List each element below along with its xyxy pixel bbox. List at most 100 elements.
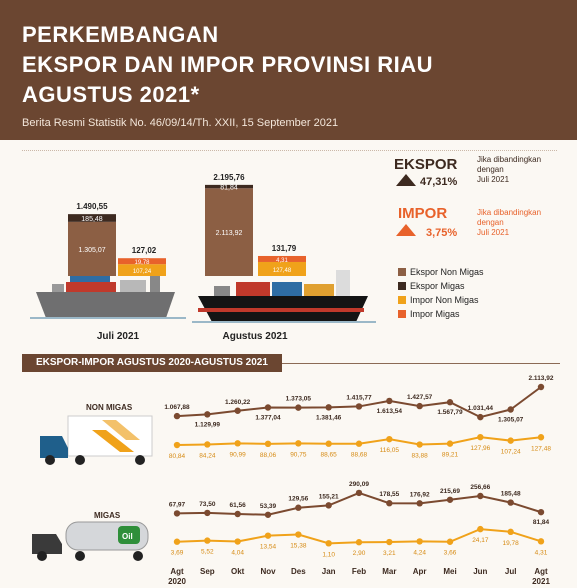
data-point-non-migas-impor [325,440,332,447]
legend-label: Ekspor Non Migas [410,267,484,277]
ekspor-note-2: dengan [477,165,504,174]
bar-chart: 1.305,07 185,48 1.490,55 107,24 19,78 127,02 J… [68,173,306,342]
data-label-migas-impor: 4,31 [535,549,548,556]
up-arrow-icon [396,174,416,186]
data-label-migas-ekspor: 61,56 [230,502,247,509]
data-point-migas-ekspor [234,510,241,518]
bar-label-impor-migas: 19,78 [134,260,150,266]
data-label-migas-ekspor: 185,48 [501,491,521,498]
data-point-non-migas-impor [507,437,514,444]
data-label-migas-ekspor: 290,09 [349,481,369,488]
row-label-non-migas: NON MIGAS [86,403,133,412]
data-label-migas-ekspor: 256,66 [470,484,490,491]
data-label-migas-ekspor: 53,39 [260,503,277,510]
data-label-non-migas-ekspor: 1.377,04 [255,415,281,422]
data-point-migas-ekspor [537,508,545,516]
x-tick-label: Apr [413,567,427,576]
truck-icon-migas: Oil MIGAS [32,511,149,561]
data-point-non-migas-impor [264,440,272,448]
data-point-migas-impor [477,525,484,533]
data-label-non-migas-impor: 88,68 [351,452,368,459]
impor-note-2: dengan [477,218,504,227]
x-tick-label: Sep [200,567,215,576]
data-point-non-migas-ekspor [264,404,272,411]
bar-total-ekspor: 1.490,55 [76,202,108,211]
data-point-migas-ekspor [477,492,484,500]
ekspor-note-3: Juli 2021 [477,175,510,184]
data-label-migas-impor: 19,78 [503,540,520,547]
ship-icon-agustus [192,270,376,323]
data-label-non-migas-impor: 116,05 [380,447,400,454]
data-point-non-migas-ekspor [173,412,181,420]
data-label-non-migas-impor: 84,24 [199,452,216,459]
bar-label-impor-migas: 4,31 [276,258,288,264]
truck-icon-non-migas: NON MIGAS [40,403,153,465]
data-point-non-migas-impor [204,441,211,448]
impor-label: IMPOR [398,205,447,222]
data-point-migas-ekspor [325,502,332,509]
page-subtitle: Berita Resmi Statistik No. 46/09/14/Th. … [22,117,339,129]
data-label-non-migas-ekspor: 1.415,77 [346,394,372,401]
legend-swatch [398,310,406,318]
legend-swatch [398,296,406,304]
bar-ekspor-non-migas [205,188,253,276]
data-label-migas-impor: 3,21 [383,550,396,557]
data-point-non-migas-impor [355,440,363,447]
x-tick-label: Des [291,567,306,576]
data-point-migas-impor [204,537,211,544]
data-label-non-migas-ekspor: 1.067,88 [164,404,190,411]
data-label-migas-impor: 2,90 [353,550,366,557]
data-label-non-migas-ekspor: 1.373,05 [286,396,312,403]
data-label-non-migas-ekspor: 1.031,44 [468,405,494,412]
bar-ekspor-migas [68,214,116,222]
data-point-migas-ekspor [416,500,423,507]
data-point-non-migas-impor [446,440,454,447]
data-point-non-migas-ekspor [204,411,211,418]
data-label-migas-impor: 4,04 [231,550,244,557]
x-tick-label: Jul [505,567,517,576]
bar-category-label: Juli 2021 [97,331,140,342]
bar-total-impor: 131,79 [272,244,297,253]
x-tick-label-year: 2021 [532,577,550,586]
x-tick-label: Mar [382,567,396,576]
data-label-non-migas-impor: 89,21 [442,452,459,459]
data-point-non-migas-impor [477,433,484,441]
data-label-migas-impor: 13,54 [260,544,277,551]
data-label-non-migas-ekspor: 1.305,07 [498,417,524,424]
x-tick-label: Mei [443,567,456,576]
line-chart: 1.067,88 1.129,99 1.260,22 1.377,04 1.373,05… [164,375,554,586]
data-point-migas-impor [416,538,423,545]
bar-ekspor-migas [205,184,253,189]
data-label-migas-ekspor: 73,50 [199,501,216,508]
data-point-non-migas-ekspor [295,404,302,411]
data-label-migas-ekspor: 178,55 [379,491,399,498]
data-point-non-migas-impor [416,441,423,448]
data-point-non-migas-ekspor [416,402,423,410]
data-label-migas-impor: 1,10 [322,551,335,558]
data-label-non-migas-ekspor: 1.129,99 [195,421,221,428]
data-label-migas-impor: 15,38 [290,543,307,550]
data-label-migas-ekspor: 129,56 [288,496,308,503]
data-label-non-migas-impor: 88,65 [321,452,338,459]
data-point-migas-ekspor [507,499,514,506]
data-label-non-migas-ekspor: 1.381,46 [316,414,342,421]
impor-note-1: Jika dibandingkan [477,208,541,217]
legend-swatch [398,268,406,276]
legend-label: Ekspor Migas [410,281,465,291]
legend: Ekspor Non Migas Ekspor Migas Impor Non Mi… [398,267,484,319]
bar-impor-non-migas [258,261,306,276]
page-title-line2: EKSPOR DAN IMPOR PROVINSI RIAU [22,52,434,77]
legend-label: Impor Non Migas [410,295,479,305]
data-point-migas-ekspor [295,504,302,511]
ekspor-summary: EKSPOR 47,31% Jika dibandingkan dengan J… [394,155,541,188]
data-label-non-migas-impor: 90,99 [230,451,247,458]
divider [22,150,557,151]
data-label-non-migas-ekspor: 1.567,79 [437,409,463,416]
data-point-migas-impor [537,538,545,545]
data-point-migas-ekspor [264,511,272,518]
section-divider [282,363,560,364]
bar-ekspor-non-migas [68,221,116,276]
data-point-migas-impor [507,528,514,536]
bar-label-ekspor-migas: 185,48 [81,216,103,223]
data-point-migas-impor [446,538,454,545]
